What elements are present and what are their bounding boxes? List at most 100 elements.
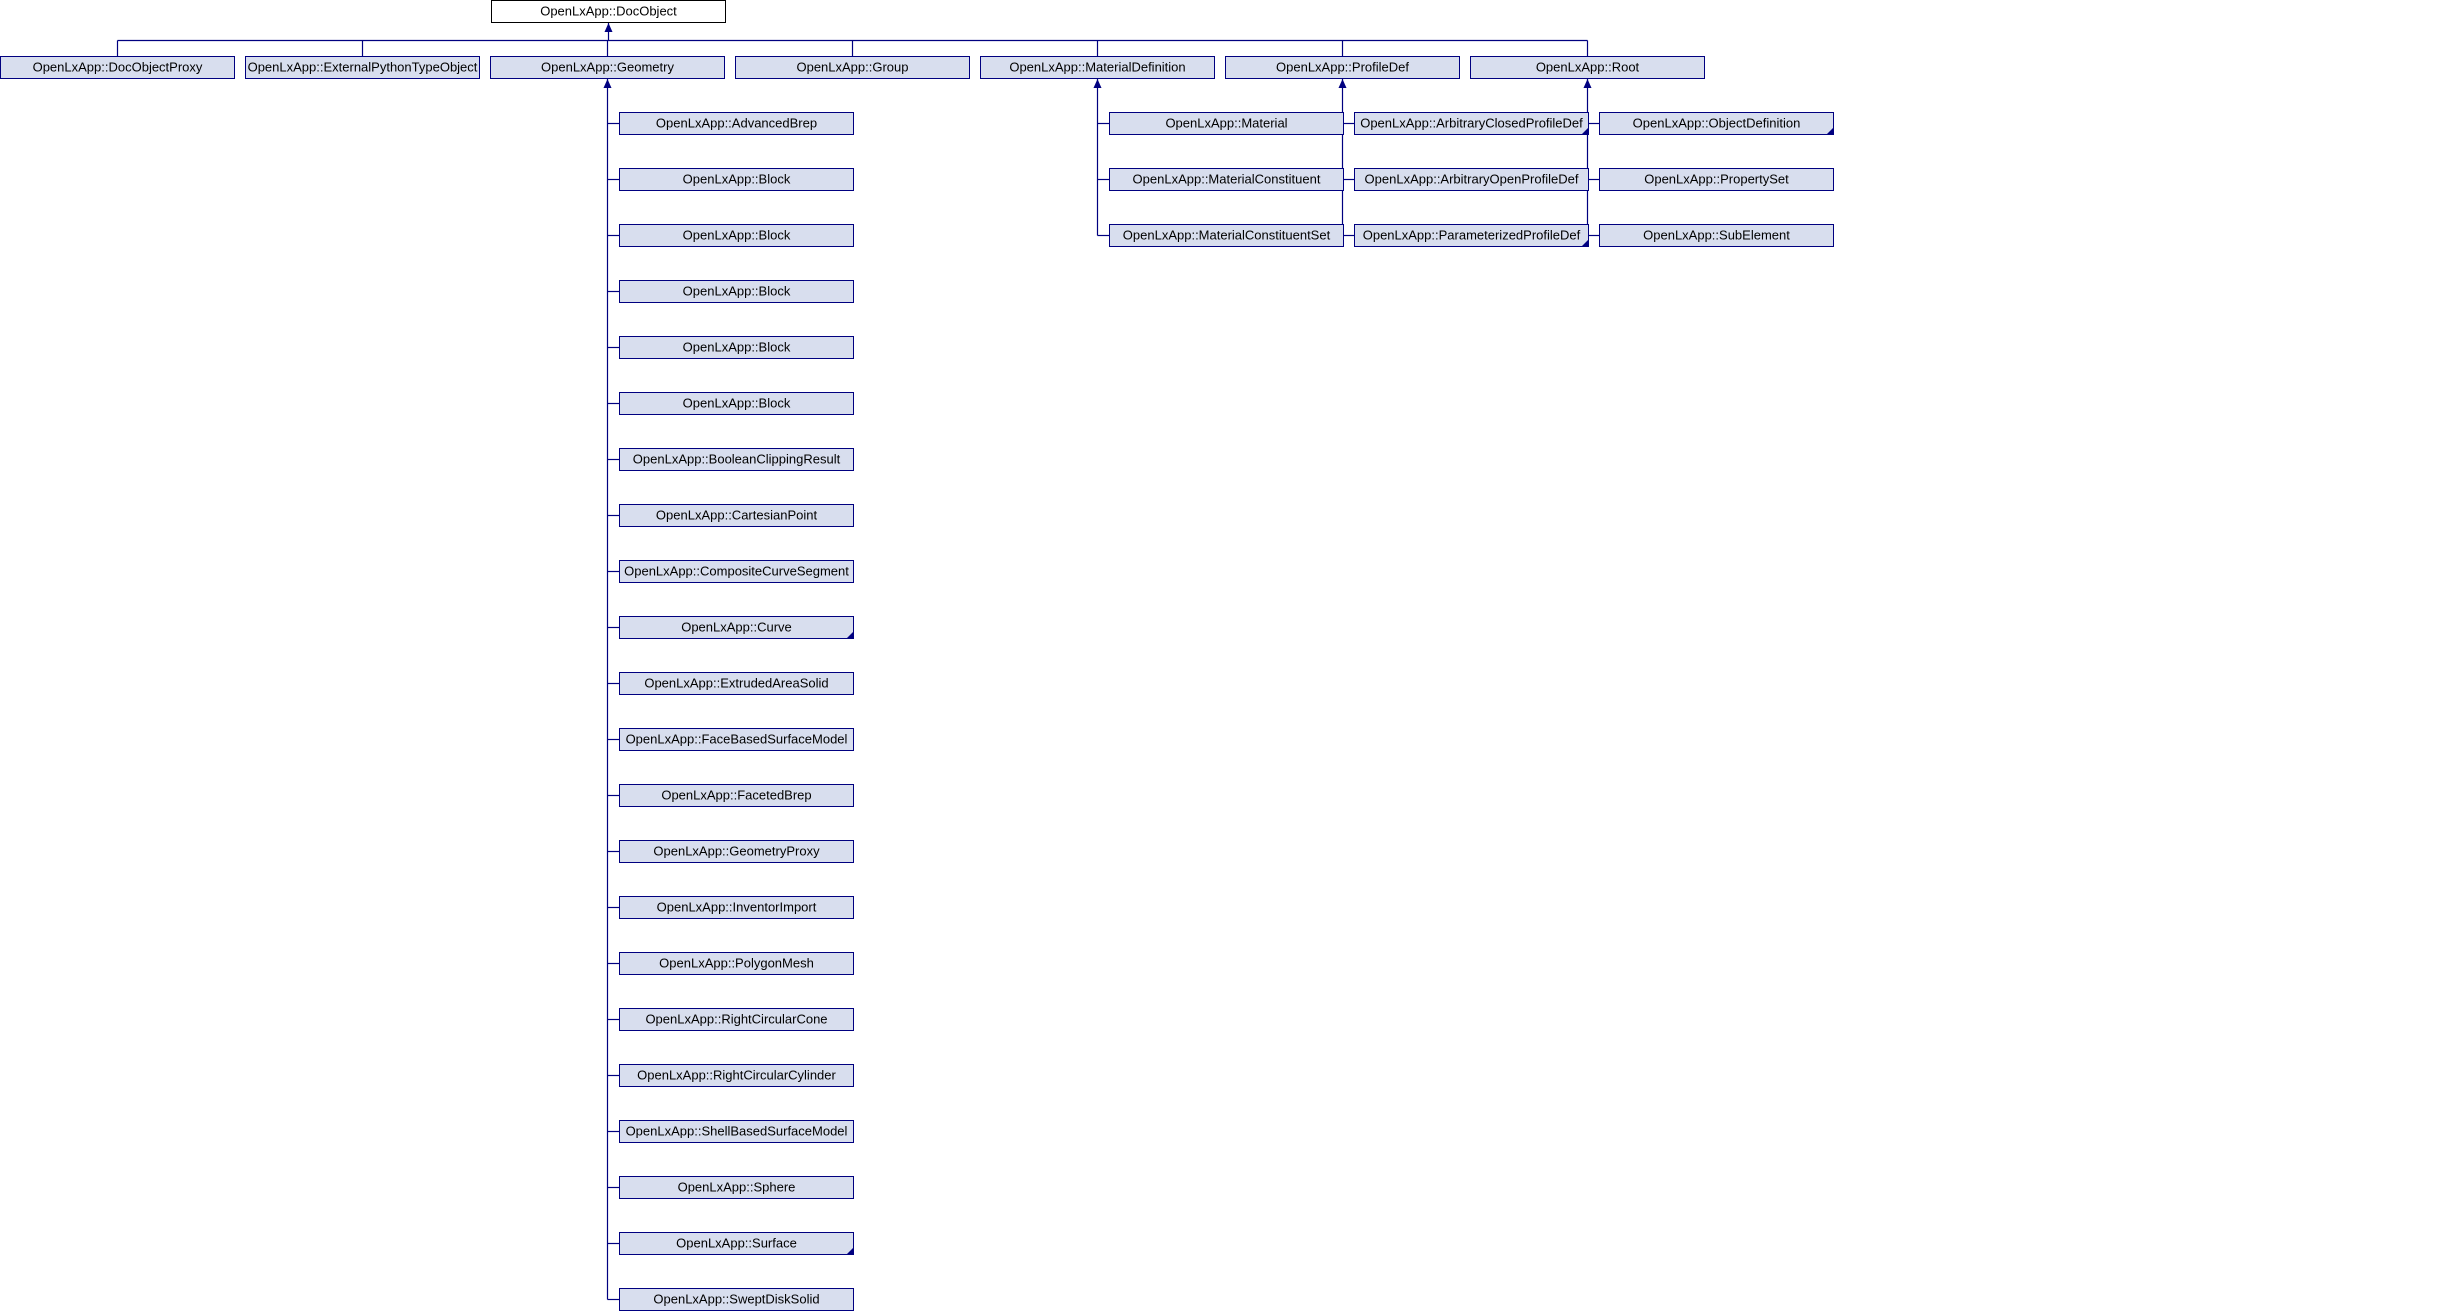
class-node-surface[interactable]: OpenLxApp::Surface xyxy=(619,1232,854,1255)
class-node-box xyxy=(1354,168,1589,191)
more-subclasses-marker-icon xyxy=(1581,127,1589,135)
class-node-label: OpenLxApp::PropertySet xyxy=(1644,172,1789,187)
class-node-label: OpenLxApp::ArbitraryClosedProfileDef xyxy=(1360,116,1583,131)
class-node-parameterized-profile-def[interactable]: OpenLxApp::ParameterizedProfileDef xyxy=(1354,224,1589,247)
class-node-face-based-surface-model[interactable]: OpenLxApp::FaceBasedSurfaceModel xyxy=(619,728,854,751)
class-node-polygon-mesh[interactable]: OpenLxApp::PolygonMesh xyxy=(619,952,854,975)
class-node-label: OpenLxApp::RightCircularCylinder xyxy=(637,1068,836,1083)
class-node-material[interactable]: OpenLxApp::Material xyxy=(1109,112,1344,135)
class-node-label: OpenLxApp::Group xyxy=(796,60,908,75)
class-node-box xyxy=(735,56,970,79)
class-node-box xyxy=(619,672,854,695)
class-node-right-circular-cone[interactable]: OpenLxApp::RightCircularCone xyxy=(619,1008,854,1031)
class-node-block[interactable]: OpenLxApp::Block xyxy=(619,392,854,415)
class-node-label: OpenLxApp::SubElement xyxy=(1643,228,1790,243)
class-node-box xyxy=(1599,112,1834,135)
class-node-material-definition[interactable]: OpenLxApp::MaterialDefinition xyxy=(980,56,1215,79)
class-node-label: OpenLxApp::Block xyxy=(683,396,791,411)
class-node-box xyxy=(1354,224,1589,247)
class-node-box xyxy=(1109,224,1344,247)
class-node-sub-element[interactable]: OpenLxApp::SubElement xyxy=(1599,224,1834,247)
class-node-profile-def[interactable]: OpenLxApp::ProfileDef xyxy=(1225,56,1460,79)
more-subclasses-marker-icon xyxy=(846,1247,854,1255)
class-node-cartesian-point[interactable]: OpenLxApp::CartesianPoint xyxy=(619,504,854,527)
class-node-box xyxy=(619,560,854,583)
class-node-label: OpenLxApp::Curve xyxy=(681,620,792,635)
class-node-label: OpenLxApp::ProfileDef xyxy=(1276,60,1409,75)
class-node-sphere[interactable]: OpenLxApp::Sphere xyxy=(619,1176,854,1199)
class-node-swept-disk-solid[interactable]: OpenLxApp::SweptDiskSolid xyxy=(619,1288,854,1311)
class-node-box xyxy=(619,1232,854,1255)
class-node-box xyxy=(619,896,854,919)
class-node-arbitrary-closed-profile-def[interactable]: OpenLxApp::ArbitraryClosedProfileDef xyxy=(1354,112,1589,135)
class-node-box xyxy=(1354,112,1589,135)
class-node-box xyxy=(1470,56,1705,79)
class-node-box xyxy=(245,56,480,79)
class-node-block[interactable]: OpenLxApp::Block xyxy=(619,224,854,247)
class-node-box xyxy=(0,56,235,79)
class-node-box xyxy=(619,336,854,359)
class-node-shell-based-surface-model[interactable]: OpenLxApp::ShellBasedSurfaceModel xyxy=(619,1120,854,1143)
class-node-composite-curve-segment[interactable]: OpenLxApp::CompositeCurveSegment xyxy=(619,560,854,583)
class-node-label: OpenLxApp::MaterialDefinition xyxy=(1009,60,1185,75)
class-node-block[interactable]: OpenLxApp::Block xyxy=(619,336,854,359)
class-node-faceted-brep[interactable]: OpenLxApp::FacetedBrep xyxy=(619,784,854,807)
class-node-group[interactable]: OpenLxApp::Group xyxy=(735,56,970,79)
class-node-box xyxy=(619,616,854,639)
class-node-box xyxy=(619,840,854,863)
class-node-label: OpenLxApp::Block xyxy=(683,228,791,243)
class-node-label: OpenLxApp::DocObjectProxy xyxy=(33,60,203,75)
class-node-label: OpenLxApp::InventorImport xyxy=(657,900,817,915)
class-node-extruded-area-solid[interactable]: OpenLxApp::ExtrudedAreaSolid xyxy=(619,672,854,695)
class-node-label: OpenLxApp::AdvancedBrep xyxy=(656,116,817,131)
class-node-box xyxy=(490,56,725,79)
class-node-label: OpenLxApp::MaterialConstituent xyxy=(1133,172,1321,187)
class-node-material-constituent[interactable]: OpenLxApp::MaterialConstituent xyxy=(1109,168,1344,191)
class-node-box xyxy=(619,112,854,135)
inheritance-arrow-icon xyxy=(1583,79,1592,88)
class-node-inventor-import[interactable]: OpenLxApp::InventorImport xyxy=(619,896,854,919)
class-node-doc-object[interactable]: OpenLxApp::DocObject xyxy=(491,0,726,23)
class-node-right-circular-cylinder[interactable]: OpenLxApp::RightCircularCylinder xyxy=(619,1064,854,1087)
class-node-label: OpenLxApp::ExternalPythonTypeObject xyxy=(248,60,478,75)
class-node-block[interactable]: OpenLxApp::Block xyxy=(619,280,854,303)
class-node-box xyxy=(619,952,854,975)
class-node-external-python-type-object[interactable]: OpenLxApp::ExternalPythonTypeObject xyxy=(245,56,480,79)
class-node-box xyxy=(980,56,1215,79)
class-node-label: OpenLxApp::CartesianPoint xyxy=(656,508,818,523)
class-node-label: OpenLxApp::Sphere xyxy=(678,1180,796,1195)
class-node-label: OpenLxApp::PolygonMesh xyxy=(659,956,814,971)
class-node-doc-object-proxy[interactable]: OpenLxApp::DocObjectProxy xyxy=(0,56,235,79)
class-node-box xyxy=(619,1008,854,1031)
class-node-boolean-clipping-result[interactable]: OpenLxApp::BooleanClippingResult xyxy=(619,448,854,471)
class-node-box xyxy=(619,784,854,807)
class-node-arbitrary-open-profile-def[interactable]: OpenLxApp::ArbitraryOpenProfileDef xyxy=(1354,168,1589,191)
class-node-property-set[interactable]: OpenLxApp::PropertySet xyxy=(1599,168,1834,191)
class-node-label: OpenLxApp::ExtrudedAreaSolid xyxy=(644,676,828,691)
inheritance-arrow-icon xyxy=(1338,79,1347,88)
more-subclasses-marker-icon xyxy=(1826,127,1834,135)
class-node-box xyxy=(1109,112,1344,135)
class-node-label: OpenLxApp::ShellBasedSurfaceModel xyxy=(626,1124,848,1139)
class-node-box xyxy=(1225,56,1460,79)
class-node-label: OpenLxApp::Geometry xyxy=(541,60,674,75)
class-node-block[interactable]: OpenLxApp::Block xyxy=(619,168,854,191)
more-subclasses-marker-icon xyxy=(1581,239,1589,247)
class-node-label: OpenLxApp::RightCircularCone xyxy=(645,1012,827,1027)
inheritance-arrow-icon xyxy=(1093,79,1102,88)
class-node-label: OpenLxApp::Block xyxy=(683,340,791,355)
class-node-curve[interactable]: OpenLxApp::Curve xyxy=(619,616,854,639)
class-node-label: OpenLxApp::DocObject xyxy=(540,4,677,19)
class-node-label: OpenLxApp::ParameterizedProfileDef xyxy=(1363,228,1581,243)
class-node-advanced-brep[interactable]: OpenLxApp::AdvancedBrep xyxy=(619,112,854,135)
class-node-box xyxy=(1599,224,1834,247)
class-node-material-constituent-set[interactable]: OpenLxApp::MaterialConstituentSet xyxy=(1109,224,1344,247)
class-node-root[interactable]: OpenLxApp::Root xyxy=(1470,56,1705,79)
class-node-box xyxy=(619,224,854,247)
class-node-box xyxy=(619,504,854,527)
class-node-object-definition[interactable]: OpenLxApp::ObjectDefinition xyxy=(1599,112,1834,135)
class-node-geometry-proxy[interactable]: OpenLxApp::GeometryProxy xyxy=(619,840,854,863)
class-node-label: OpenLxApp::FacetedBrep xyxy=(661,788,811,803)
class-node-box xyxy=(1599,168,1834,191)
class-node-geometry[interactable]: OpenLxApp::Geometry xyxy=(490,56,725,79)
